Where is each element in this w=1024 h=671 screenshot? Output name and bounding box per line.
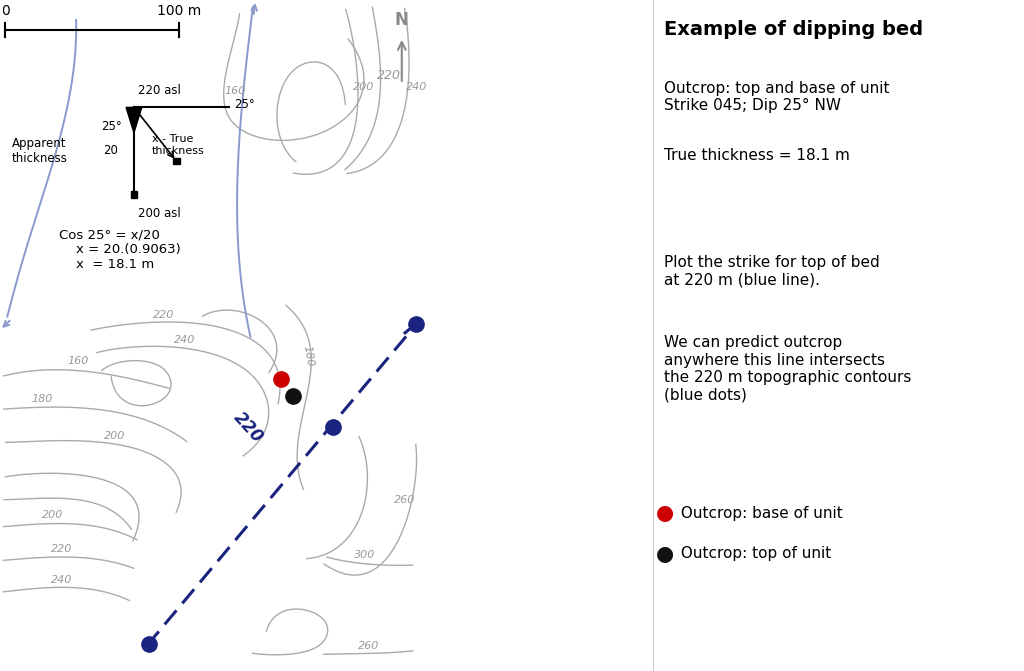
Text: 300: 300 (354, 550, 375, 560)
Text: 220: 220 (377, 68, 400, 82)
Text: 25°: 25° (233, 97, 255, 111)
Text: 260: 260 (358, 641, 380, 650)
Polygon shape (126, 107, 141, 133)
Text: 220: 220 (153, 311, 174, 320)
Text: 100 m: 100 m (157, 4, 202, 18)
Text: 240: 240 (407, 83, 427, 92)
Text: 25°: 25° (101, 119, 122, 133)
Text: Apparent
thickness: Apparent thickness (11, 137, 68, 165)
Text: 180: 180 (32, 395, 53, 404)
Text: 240: 240 (173, 335, 195, 344)
Text: 240: 240 (51, 575, 73, 584)
Text: 200 asl: 200 asl (138, 207, 180, 219)
Text: 220: 220 (51, 544, 73, 554)
Text: 200: 200 (103, 431, 125, 441)
Text: Example of dipping bed: Example of dipping bed (664, 20, 923, 39)
Text: 0: 0 (1, 4, 9, 18)
Text: 20: 20 (102, 144, 118, 158)
Text: Outcrop: top of unit: Outcrop: top of unit (676, 546, 831, 561)
Text: x - True
thickness: x - True thickness (153, 134, 205, 156)
Text: Cos 25° = x/20
    x = 20.(0.9063)
    x  = 18.1 m: Cos 25° = x/20 x = 20.(0.9063) x = 18.1 … (58, 228, 180, 271)
Text: 220 asl: 220 asl (138, 84, 180, 97)
Text: ●: ● (655, 544, 674, 564)
Bar (131, 191, 137, 198)
Text: 180: 180 (302, 344, 315, 367)
Text: 200: 200 (42, 511, 62, 520)
Text: 160: 160 (224, 86, 246, 95)
Text: Outcrop: top and base of unit
Strike 045; Dip 25° NW: Outcrop: top and base of unit Strike 045… (664, 81, 889, 113)
Text: 200: 200 (352, 83, 374, 92)
Text: 220: 220 (230, 409, 266, 447)
Bar (173, 158, 179, 164)
Text: 260: 260 (394, 495, 416, 505)
Text: ●: ● (655, 503, 674, 523)
Text: Plot the strike for top of bed
at 220 m (blue line).: Plot the strike for top of bed at 220 m … (664, 255, 880, 287)
Text: Outcrop: base of unit: Outcrop: base of unit (676, 506, 843, 521)
Text: N: N (395, 11, 409, 29)
Text: We can predict outcrop
anywhere this line intersects
the 220 m topographic conto: We can predict outcrop anywhere this lin… (664, 336, 911, 403)
Text: 160: 160 (68, 356, 89, 366)
Text: True thickness = 18.1 m: True thickness = 18.1 m (664, 148, 850, 162)
